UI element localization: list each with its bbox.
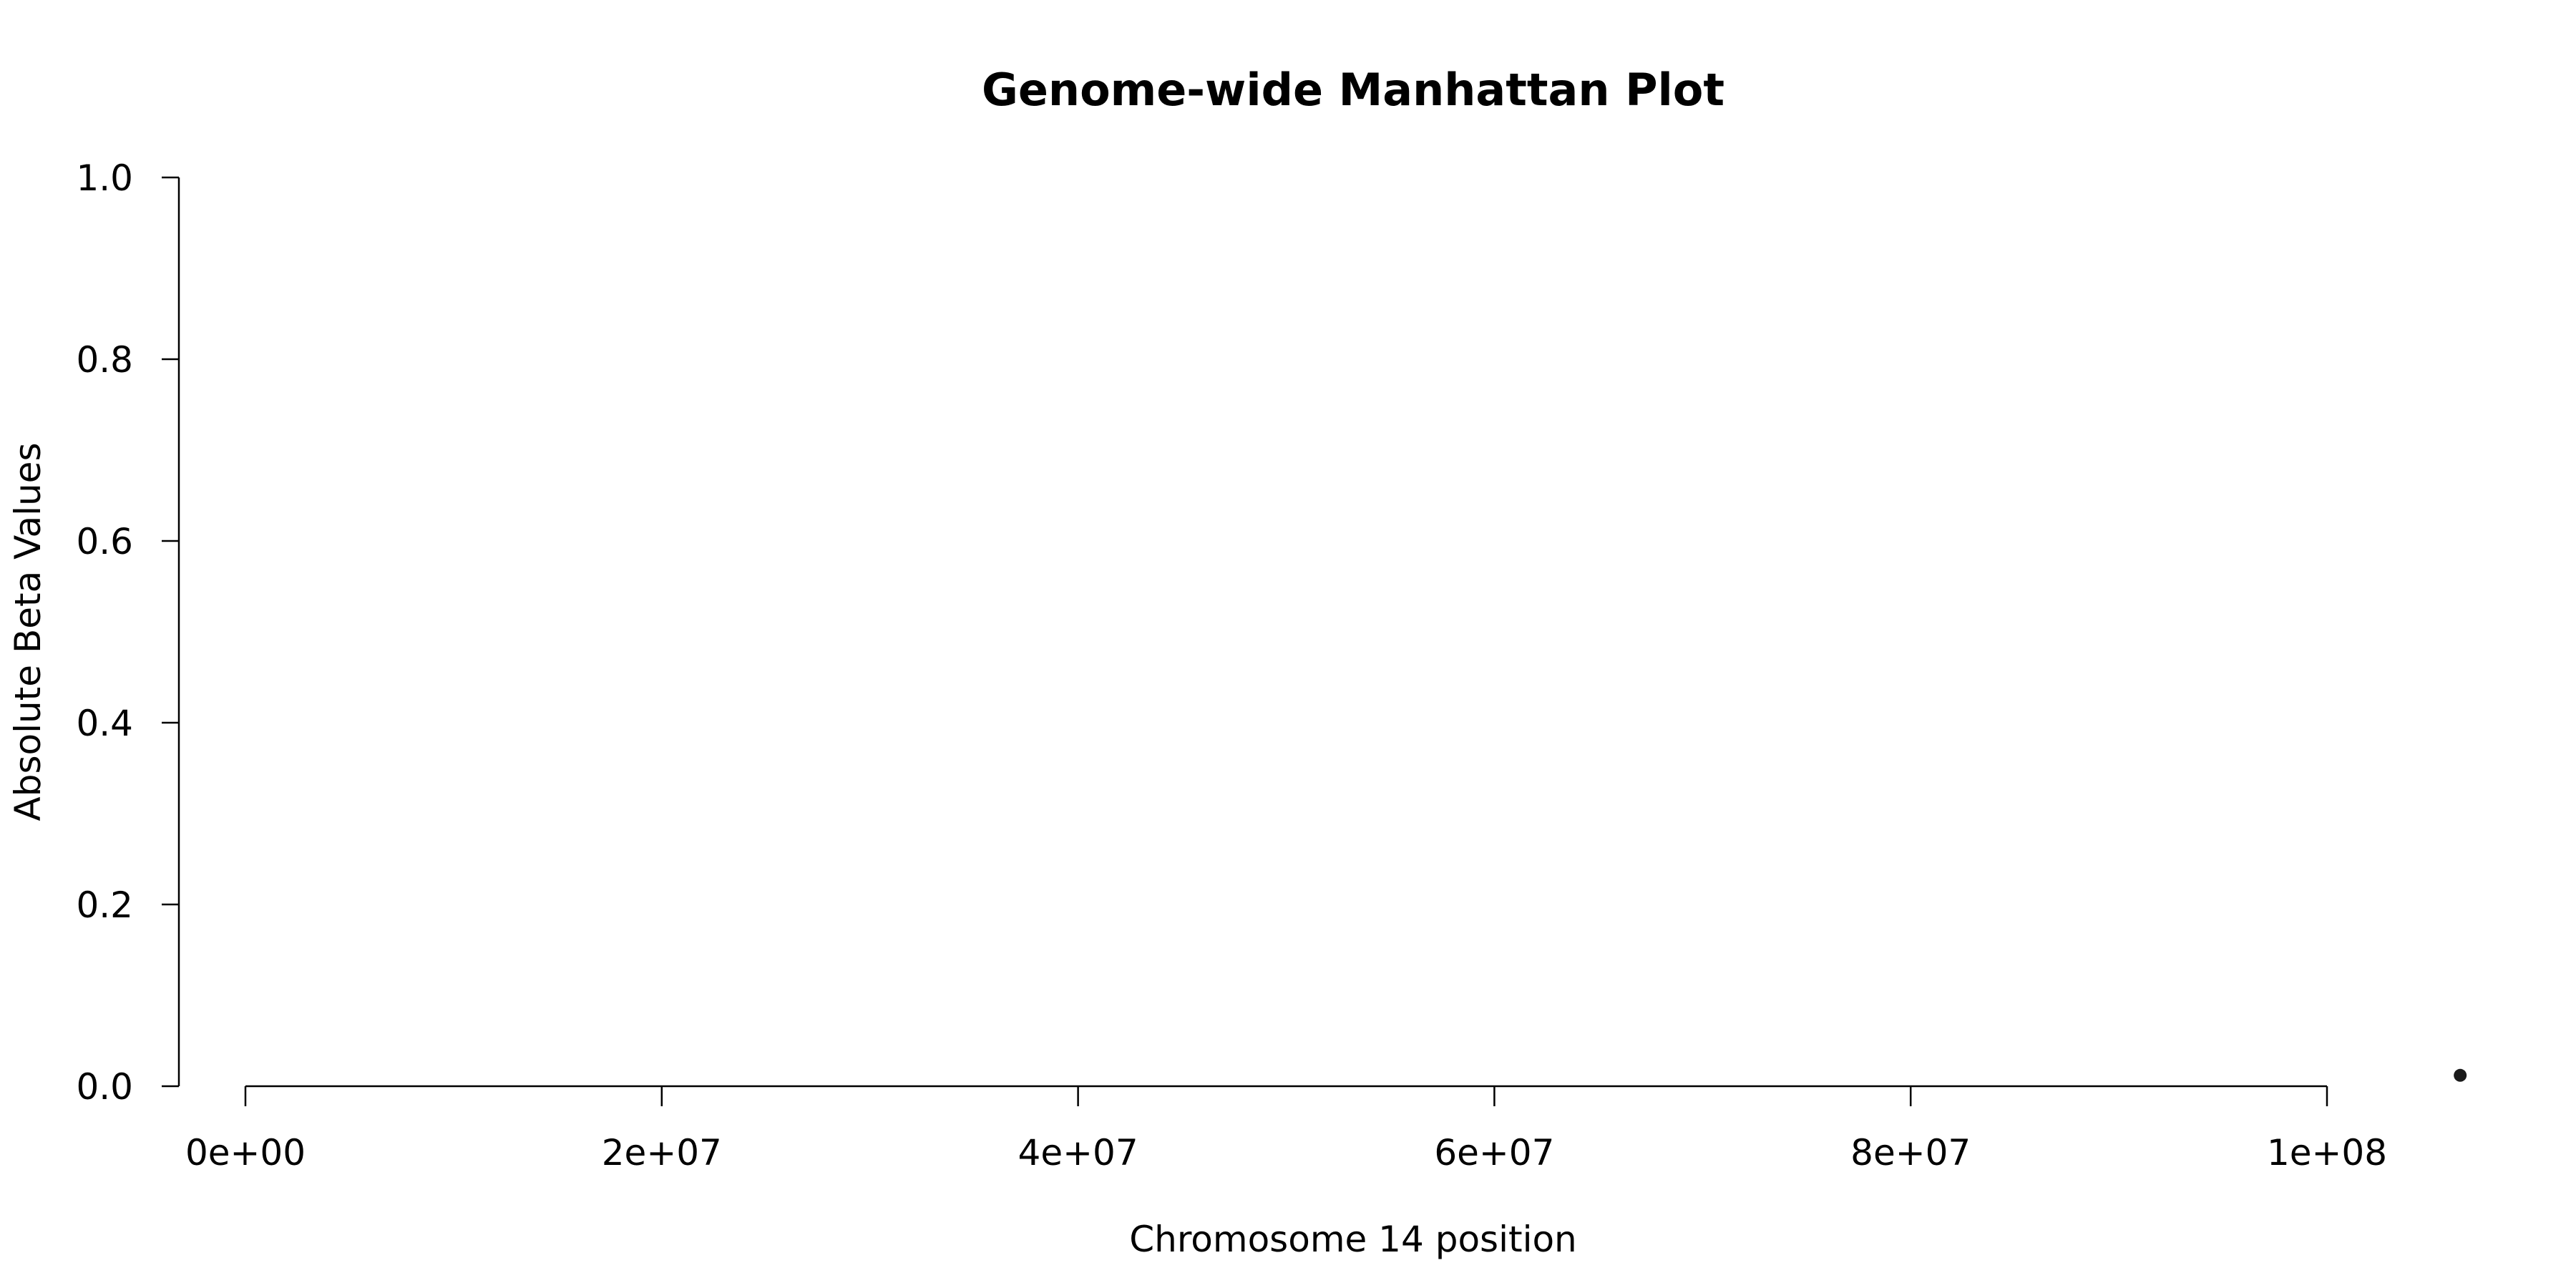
y-tick-label: 1.0 — [76, 157, 133, 199]
x-tick-label: 0e+00 — [185, 1132, 306, 1174]
x-tick-label: 4e+07 — [1018, 1132, 1138, 1174]
chart-title: Genome-wide Manhattan Plot — [982, 64, 1724, 116]
x-tick-label: 2e+07 — [602, 1132, 722, 1174]
y-tick-label: 0.8 — [76, 339, 133, 381]
y-axis: 0.0 0.2 0.4 0.6 0.8 1.0 Absolute Beta Values — [7, 157, 180, 1108]
x-tick-label: 8e+07 — [1850, 1132, 1971, 1174]
data-point — [2454, 1068, 2467, 1082]
y-tick-label: 0.0 — [76, 1066, 133, 1108]
y-tick-label: 0.6 — [76, 521, 133, 562]
y-tick-label: 0.2 — [76, 884, 133, 926]
y-axis-label: Absolute Beta Values — [7, 443, 49, 821]
x-axis-label: Chromosome 14 position — [1129, 1219, 1577, 1260]
x-ticks: 0e+00 2e+07 4e+07 6e+07 8e+07 1e+08 — [185, 1086, 2387, 1174]
x-tick-label: 1e+08 — [2267, 1132, 2387, 1174]
x-tick-label: 6e+07 — [1434, 1132, 1554, 1174]
y-tick-label: 0.4 — [76, 703, 133, 744]
y-ticks: 0.0 0.2 0.4 0.6 0.8 1.0 — [76, 157, 179, 1108]
data-points — [2454, 1068, 2467, 1082]
x-axis: 0e+00 2e+07 4e+07 6e+07 8e+07 1e+08 Chromosom… — [185, 1085, 2387, 1260]
